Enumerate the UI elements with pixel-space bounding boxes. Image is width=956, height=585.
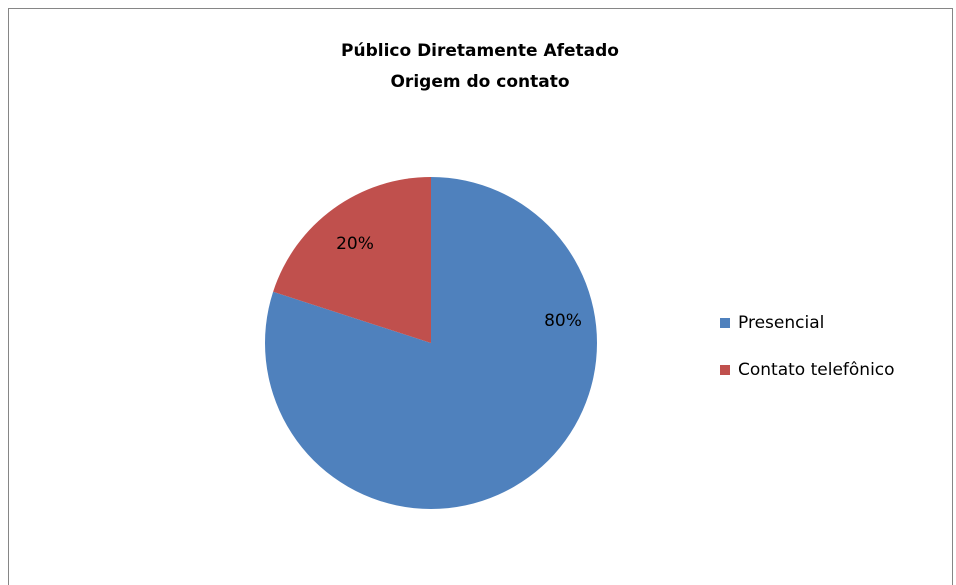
data-label: 20% bbox=[336, 234, 374, 254]
data-label: 80% bbox=[544, 311, 582, 331]
legend-label: Presencial bbox=[738, 313, 824, 333]
pie-slice bbox=[273, 177, 431, 343]
legend-swatch bbox=[720, 318, 730, 328]
chart-title: Público Diretamente Afetado bbox=[341, 41, 619, 61]
chart-title: Origem do contato bbox=[390, 72, 569, 92]
legend-swatch bbox=[720, 365, 730, 375]
legend-label: Contato telefônico bbox=[738, 360, 895, 380]
